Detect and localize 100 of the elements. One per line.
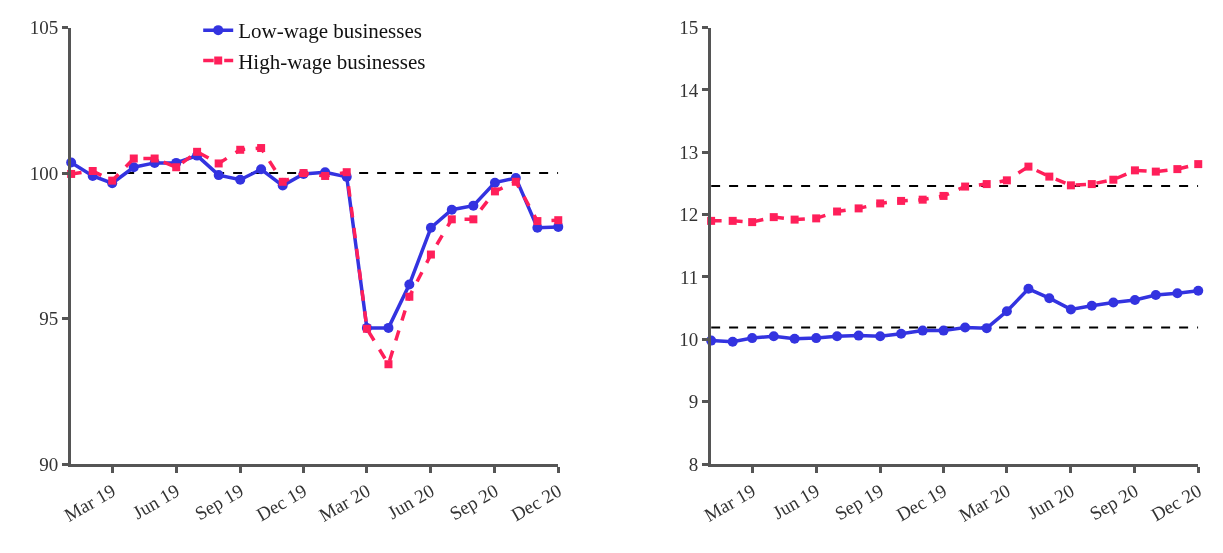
x-tick-label: Jun 19	[769, 479, 823, 524]
x-tick-label: Jun 19	[129, 479, 183, 524]
x-tick-label: Mar 20	[315, 479, 374, 526]
point	[1002, 176, 1011, 185]
y-tick-label: 90	[39, 453, 59, 475]
point	[1086, 300, 1097, 311]
point	[257, 144, 266, 153]
point	[960, 322, 971, 333]
point	[1173, 165, 1182, 174]
point	[342, 168, 351, 177]
point	[1023, 283, 1034, 294]
point	[108, 176, 117, 185]
x-tick-label: Jun 20	[383, 479, 438, 524]
point	[812, 214, 821, 223]
point	[383, 322, 394, 333]
point	[1044, 293, 1055, 304]
x-tick-label: Jun 20	[1023, 479, 1078, 524]
point	[426, 250, 435, 259]
legend-label: High-wage businesses	[238, 49, 426, 74]
point	[468, 200, 479, 211]
point	[1024, 162, 1033, 171]
point	[1109, 175, 1118, 184]
point	[981, 323, 992, 334]
point	[213, 170, 224, 181]
point	[1193, 285, 1204, 296]
point	[88, 167, 97, 176]
point	[405, 292, 414, 301]
x-tick-label: Mar 19	[700, 479, 759, 526]
x-tick-label: Mar 20	[955, 479, 1014, 526]
y-tick-label: 9	[688, 391, 699, 413]
point	[917, 325, 928, 336]
x-tick-label: Sep 20	[1085, 479, 1142, 525]
point	[1129, 295, 1140, 306]
point	[875, 331, 886, 342]
point	[489, 177, 500, 188]
y-tick-label: 100	[29, 162, 59, 184]
point	[1108, 297, 1119, 308]
point	[896, 328, 907, 339]
point	[256, 164, 267, 175]
point	[833, 207, 842, 216]
point	[128, 162, 139, 173]
y-tick-label: 95	[39, 308, 59, 330]
point	[193, 147, 202, 156]
point	[748, 218, 757, 227]
point	[404, 279, 415, 290]
x-tick-label: Dec 20	[1147, 479, 1205, 526]
point	[790, 215, 799, 224]
point	[1151, 167, 1160, 176]
x-tick-label: Sep 19	[831, 479, 887, 525]
x-tick-label: Mar 19	[60, 479, 119, 526]
point	[768, 331, 779, 342]
y-tick-label: 105	[29, 17, 59, 39]
point	[1001, 306, 1012, 317]
y-tick-label: 15	[679, 17, 699, 39]
y-tick-label: 14	[679, 79, 699, 101]
point	[854, 204, 863, 213]
point	[961, 182, 970, 191]
point	[447, 215, 456, 224]
point	[982, 180, 991, 189]
point	[1065, 304, 1076, 315]
point	[918, 195, 927, 204]
point	[876, 199, 885, 208]
point	[728, 216, 737, 225]
point	[897, 196, 906, 205]
point	[1172, 288, 1183, 299]
point	[511, 177, 520, 186]
x-tick-label: Sep 20	[445, 479, 502, 525]
point	[938, 325, 949, 336]
point	[747, 333, 758, 344]
point	[769, 213, 778, 222]
point	[1087, 180, 1096, 189]
y-tick-label: 8	[688, 453, 699, 475]
x-tick-label: Dec 19	[892, 479, 951, 526]
point	[789, 333, 800, 344]
point	[554, 216, 563, 225]
point	[469, 215, 478, 224]
point	[1066, 181, 1075, 190]
point	[533, 217, 542, 226]
point	[832, 331, 843, 342]
point	[235, 174, 246, 185]
point	[1130, 166, 1139, 175]
x-tick-label: Dec 20	[507, 479, 566, 526]
y-tick-label: 13	[679, 141, 699, 163]
point	[129, 154, 138, 163]
point	[939, 191, 948, 200]
point	[811, 333, 822, 344]
point	[727, 336, 738, 347]
point	[446, 204, 457, 215]
x-tick-label: Sep 19	[191, 479, 247, 525]
y-tick-label: 10	[679, 329, 699, 350]
point	[321, 171, 330, 180]
point	[1150, 290, 1161, 301]
legend-label: Low-wage businesses	[238, 19, 422, 44]
y-tick-label: 12	[679, 204, 699, 226]
point	[150, 154, 159, 163]
y-tick-label: 11	[680, 266, 699, 288]
point	[172, 163, 181, 172]
point	[214, 159, 223, 168]
x-tick-label: Dec 19	[252, 479, 311, 526]
point	[425, 222, 436, 233]
